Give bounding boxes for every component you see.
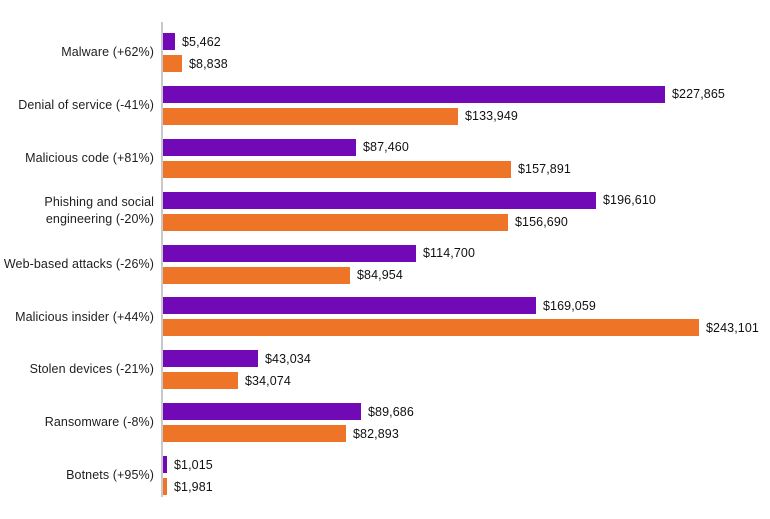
bar-line: $157,891 <box>163 160 770 178</box>
category-bars: $114,700 $84,954 <box>163 244 770 284</box>
purple-bar <box>163 456 167 474</box>
value-label: $157,891 <box>518 162 571 177</box>
value-label: $243,101 <box>706 320 759 335</box>
purple-bar <box>163 297 536 315</box>
purple-bar <box>163 191 596 209</box>
value-label: $169,059 <box>543 298 596 313</box>
bar-line: $84,954 <box>163 266 770 284</box>
category-bars: $43,034 $34,074 <box>163 350 770 390</box>
purple-bar <box>163 85 665 103</box>
value-label: $43,034 <box>265 351 311 366</box>
value-label: $87,460 <box>363 140 409 155</box>
orange-bar <box>163 107 458 125</box>
category-label: Botnets (+95%) <box>66 468 154 483</box>
value-label: $1,015 <box>174 457 213 472</box>
bar-line: $114,700 <box>163 244 770 262</box>
category-bars: $89,686 $82,893 <box>163 403 770 443</box>
value-label: $133,949 <box>465 109 518 124</box>
orange-bar <box>163 319 699 337</box>
category-row: Web-based attacks (-26%) $114,700 $84,954 <box>0 244 770 298</box>
category-label: Malicious code (+81%) <box>25 150 154 165</box>
value-label: $196,610 <box>603 193 656 208</box>
y-axis-line <box>161 22 163 497</box>
bar-line: $156,690 <box>163 213 770 231</box>
bar-line: $87,460 <box>163 138 770 156</box>
orange-bar <box>163 266 350 284</box>
bar-line: $43,034 <box>163 350 770 368</box>
chart-rows: Malware (+62%) $5,462 $8,838 Denial of serv… <box>0 33 770 509</box>
orange-bar <box>163 425 346 443</box>
value-label: $114,700 <box>423 246 476 261</box>
category-bars: $5,462 $8,838 <box>163 33 770 72</box>
category-label: Web-based attacks (-26%) <box>3 256 154 271</box>
purple-bar <box>163 244 416 262</box>
purple-bar <box>163 350 258 368</box>
value-label: $5,462 <box>182 34 221 49</box>
category-bars: $87,460 $157,891 <box>163 138 770 178</box>
purple-bar <box>163 403 361 421</box>
category-label: Denial of service (-41%) <box>18 97 154 112</box>
category-bars: $227,865 $133,949 <box>163 85 770 125</box>
bar-line: $243,101 <box>163 319 770 337</box>
category-row: Phishing and social engineering (-20%) $1… <box>0 191 770 245</box>
purple-bar <box>163 138 356 156</box>
bar-line: $89,686 <box>163 403 770 421</box>
category-row: Malware (+62%) $5,462 $8,838 <box>0 33 770 86</box>
bar-line: $5,462 <box>163 33 770 50</box>
category-bars: $1,015 $1,981 <box>163 456 770 496</box>
category-label: Phishing and social engineering (-20%) <box>44 195 154 227</box>
category-label: Stolen devices (-21%) <box>29 362 154 377</box>
value-label: $82,893 <box>353 426 399 441</box>
category-row: Botnets (+95%) $1,015 $1,981 <box>0 456 770 509</box>
category-label: Malicious insider (+44%) <box>15 309 154 324</box>
value-label: $1,981 <box>174 479 213 494</box>
orange-bar <box>163 372 238 390</box>
orange-bar <box>163 478 167 496</box>
bar-line: $82,893 <box>163 425 770 443</box>
bar-line: $169,059 <box>163 297 770 315</box>
value-label: $227,865 <box>672 87 725 102</box>
category-bars: $169,059 $243,101 <box>163 297 770 337</box>
bar-line: $34,074 <box>163 372 770 390</box>
category-label: Malware (+62%) <box>61 45 154 60</box>
value-label: $156,690 <box>515 215 568 230</box>
category-row: Malicious code (+81%) $87,460 $157,891 <box>0 138 770 192</box>
value-label: $89,686 <box>368 404 414 419</box>
category-row: Malicious insider (+44%) $169,059 $243,101 <box>0 297 770 350</box>
value-label: $34,074 <box>245 373 291 388</box>
value-label: $8,838 <box>189 56 228 71</box>
orange-bar <box>163 213 508 231</box>
bar-line: $227,865 <box>163 85 770 103</box>
category-bars: $196,610 $156,690 <box>163 191 770 231</box>
bar-line: $1,981 <box>163 478 770 496</box>
bar-line: $1,015 <box>163 456 770 474</box>
category-row: Ransomware (-8%) $89,686 $82,893 <box>0 403 770 456</box>
bar-line: $196,610 <box>163 191 770 209</box>
bar-line: $8,838 <box>163 55 770 72</box>
category-row: Denial of service (-41%) $227,865 $133,949 <box>0 85 770 139</box>
orange-bar <box>163 55 182 72</box>
value-label: $84,954 <box>357 268 403 283</box>
purple-bar <box>163 33 175 50</box>
category-label: Ransomware (-8%) <box>44 415 154 430</box>
orange-bar <box>163 160 511 178</box>
category-row: Stolen devices (-21%) $43,034 $34,074 <box>0 350 770 403</box>
bar-line: $133,949 <box>163 107 770 125</box>
